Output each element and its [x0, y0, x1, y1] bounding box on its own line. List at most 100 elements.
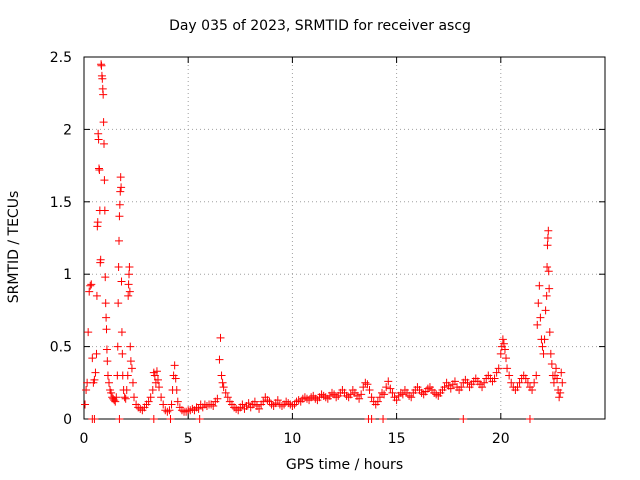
data-point: [92, 349, 101, 358]
data-point: [558, 378, 567, 387]
data-point: [545, 284, 554, 293]
data-point: [101, 273, 110, 282]
data-point: [114, 262, 123, 271]
data-point: [542, 291, 551, 300]
data-point: [263, 396, 272, 405]
data-point: [375, 393, 384, 402]
data-point: [115, 200, 124, 209]
data-point: [125, 262, 134, 271]
data-point: [388, 388, 397, 397]
data-point: [121, 394, 130, 403]
data-point: [81, 400, 90, 409]
data-point: [120, 393, 129, 402]
data-point: [540, 335, 549, 344]
data-point: [321, 393, 330, 402]
data-point: [130, 393, 139, 402]
data-point: [127, 364, 136, 373]
data-point: [103, 357, 112, 366]
data-point: [407, 393, 416, 402]
data-point: [541, 306, 550, 315]
data-point: [282, 397, 291, 406]
data-point: [450, 377, 459, 386]
data-point: [99, 90, 108, 99]
axis-layer: [83, 56, 606, 420]
data-point: [346, 390, 355, 399]
data-point: [122, 386, 131, 395]
data-point: [126, 342, 135, 351]
data-point: [533, 320, 542, 329]
data-point: [398, 390, 407, 399]
data-point: [115, 415, 124, 423]
data-point: [544, 267, 553, 276]
data-point: [496, 349, 505, 358]
data-point: [535, 281, 544, 290]
data-point: [546, 349, 555, 358]
data-point: [114, 299, 123, 308]
data-point: [492, 368, 501, 377]
data-point: [126, 357, 135, 366]
data-point: [152, 367, 161, 376]
data-point: [478, 383, 487, 392]
data-point: [125, 270, 134, 279]
data-point: [367, 415, 376, 423]
data-point: [502, 354, 511, 363]
data-point: [294, 396, 303, 405]
data-point: [115, 236, 124, 245]
data-point: [232, 404, 241, 413]
data-point: [99, 118, 108, 127]
data-point: [116, 173, 125, 182]
data-point: [284, 399, 293, 408]
data-point: [498, 335, 507, 344]
data-point: [166, 415, 175, 423]
data-point: [544, 226, 553, 235]
data-point: [273, 396, 282, 405]
data-point: [365, 386, 374, 395]
data-point: [521, 374, 530, 383]
data-point: [125, 287, 134, 296]
x-tick-label: 10: [283, 431, 301, 447]
data-point: [87, 280, 96, 289]
data-point: [153, 375, 162, 384]
data-point: [288, 401, 297, 410]
data-point: [267, 400, 276, 409]
data-point: [219, 383, 228, 392]
data-point: [82, 386, 91, 395]
data-point: [102, 345, 111, 354]
data-point: [100, 139, 109, 148]
data-point: [355, 394, 364, 403]
data-point: [277, 401, 286, 410]
data-point: [317, 390, 326, 399]
data-point: [503, 364, 512, 373]
data-point: [446, 384, 455, 393]
data-point: [556, 388, 565, 397]
data-point: [543, 241, 552, 250]
data-point: [373, 397, 382, 406]
data-point: [238, 400, 247, 409]
data-point: [244, 399, 253, 408]
data-point: [163, 407, 172, 416]
data-point: [221, 388, 230, 397]
data-point: [150, 371, 159, 380]
data-point: [494, 364, 503, 373]
data-point: [363, 380, 372, 389]
data-point: [417, 388, 426, 397]
data-point: [217, 371, 226, 380]
data-point: [307, 393, 316, 402]
data-point: [457, 383, 466, 392]
data-point: [539, 349, 548, 358]
data-point: [149, 415, 158, 423]
data-point: [549, 378, 558, 387]
data-point: [117, 328, 126, 337]
data-point: [93, 218, 102, 227]
data-point: [515, 378, 524, 387]
data-point: [207, 400, 216, 409]
data-point: [525, 415, 534, 423]
data-point: [116, 187, 125, 196]
data-point: [215, 355, 224, 364]
y-axis-label: SRMTID / TECUs: [6, 190, 22, 304]
x-tick-label: 15: [388, 431, 406, 447]
data-point: [136, 404, 145, 413]
data-point: [327, 388, 336, 397]
data-point: [124, 291, 133, 300]
